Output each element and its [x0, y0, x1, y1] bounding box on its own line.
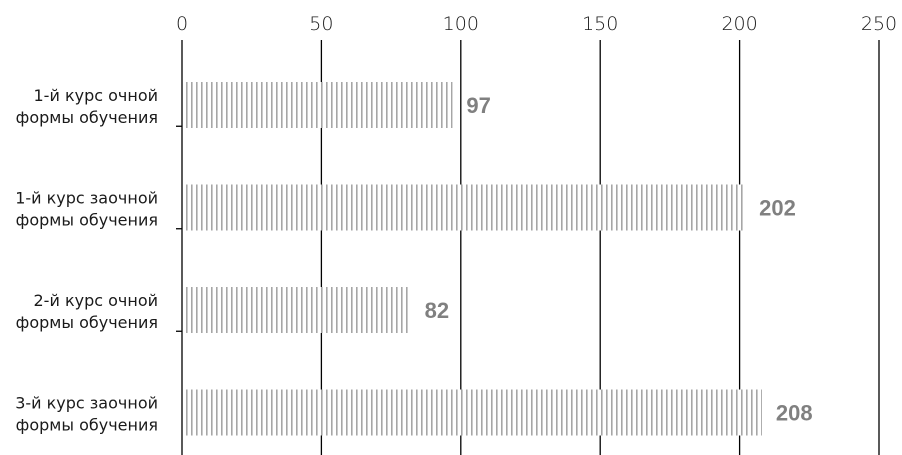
category-label-line: 3-й курс заочной — [15, 394, 158, 413]
data-labels: 97 202 82 208 — [425, 93, 813, 426]
category-label: 2-й курс очной формы обучения — [16, 291, 158, 332]
category-label-line: формы обучения — [16, 211, 158, 230]
x-tick-label: 200 — [721, 13, 757, 35]
category-label-line: 2-й курс очной — [34, 291, 159, 310]
bar — [185, 82, 453, 128]
data-label: 82 — [425, 298, 449, 323]
x-tick-label: 250 — [861, 13, 897, 35]
bar — [185, 389, 762, 436]
category-label-line: формы обучения — [16, 416, 158, 435]
category-label-line: 1-й курс очной — [34, 86, 159, 105]
category-label: 1-й курс очной формы обучения — [16, 86, 158, 127]
x-tick-label: 50 — [309, 13, 333, 35]
data-label: 97 — [466, 93, 490, 118]
x-tick-label: 0 — [176, 13, 188, 35]
data-label: 202 — [759, 196, 796, 221]
x-tick-label: 150 — [582, 13, 618, 35]
bars — [185, 82, 762, 436]
category-label-line: формы обучения — [16, 313, 158, 332]
category-label: 1-й курс заочной формы обучения — [15, 189, 158, 230]
data-label: 208 — [776, 401, 813, 426]
bar — [185, 287, 411, 333]
gridlines — [320, 40, 880, 455]
category-label-line: 1-й курс заочной — [15, 189, 158, 208]
bar — [185, 184, 746, 231]
x-tick-label: 100 — [443, 13, 479, 35]
y-axis — [176, 40, 183, 455]
category-label-line: формы обучения — [16, 108, 158, 127]
x-tick-labels: 0 50 100 150 200 250 — [176, 13, 897, 35]
category-label: 3-й курс заочной формы обучения — [15, 394, 158, 435]
